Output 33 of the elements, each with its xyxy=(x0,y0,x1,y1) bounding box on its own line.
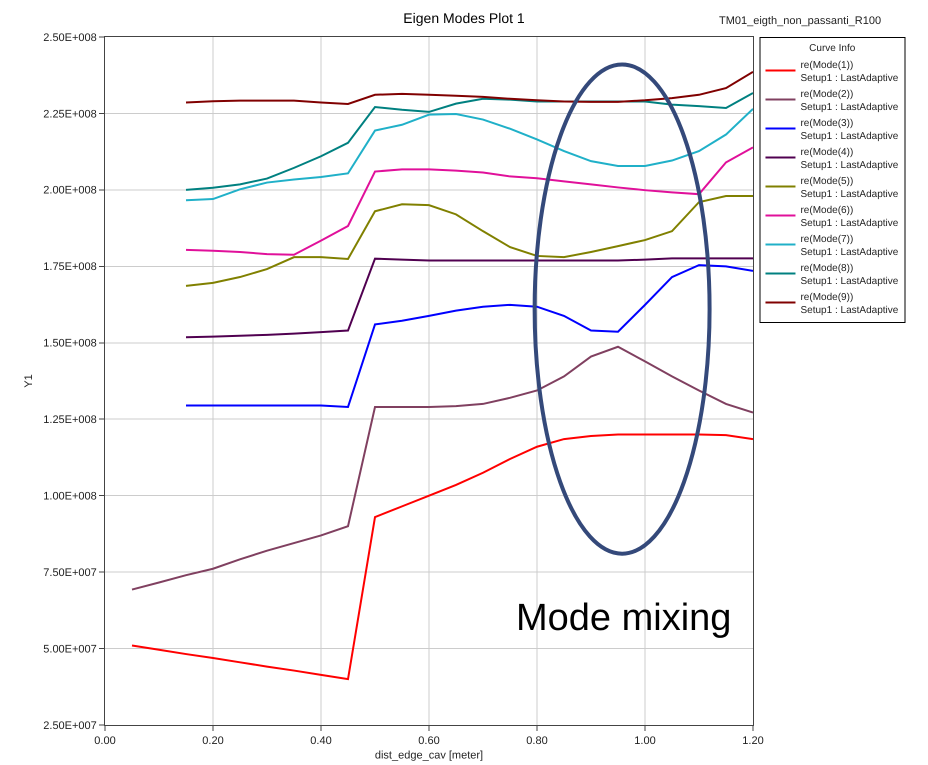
x-tick-label: 0.00 xyxy=(94,735,116,748)
line-series xyxy=(185,146,753,256)
y-tick-label: 7.50E+007 xyxy=(43,566,97,579)
y-tick-label: 1.25E+008 xyxy=(43,414,97,426)
y-tick-label: 1.50E+008 xyxy=(43,338,97,350)
chart-title: Eigen Modes Plot 1 xyxy=(403,10,525,26)
y-tick-label: 2.00E+008 xyxy=(43,184,97,197)
x-axis-title: dist_edge_cav [meter] xyxy=(374,749,484,762)
line-series xyxy=(185,195,753,287)
line-series xyxy=(185,257,753,338)
y-tick-label: 1.75E+008 xyxy=(43,261,97,274)
line-series xyxy=(131,346,753,591)
y-tick-label: 5.00E+007 xyxy=(43,643,97,656)
x-tick-label: 0.60 xyxy=(418,735,440,748)
line-series xyxy=(185,108,753,202)
x-tick-label: 1.00 xyxy=(634,735,656,748)
y-tick-label: 2.50E+007 xyxy=(43,720,97,732)
y-tick-label: 1.00E+008 xyxy=(43,490,97,503)
x-tick-label: 0.20 xyxy=(202,735,224,748)
line-series xyxy=(185,92,753,191)
text: TM01_eigth_non_passanti_R100 xyxy=(719,15,882,27)
legend-title: Curve Info xyxy=(809,43,856,54)
x-tick-label: 0.80 xyxy=(526,735,548,748)
line-series xyxy=(131,434,753,680)
y-tick-label: 2.50E+008 xyxy=(43,32,97,44)
y-axis-title: Y1 xyxy=(22,374,35,388)
x-tick-label: 0.40 xyxy=(310,735,332,748)
annotation: Mode mixing xyxy=(516,597,732,639)
legend-label: re(Mode(9)) Setup1 : LastAdaptive xyxy=(800,292,899,316)
y-tick-label: 2.25E+008 xyxy=(43,108,97,120)
x-tick-label: 1.20 xyxy=(742,735,764,748)
line-series xyxy=(185,70,753,105)
line-series xyxy=(185,264,753,408)
